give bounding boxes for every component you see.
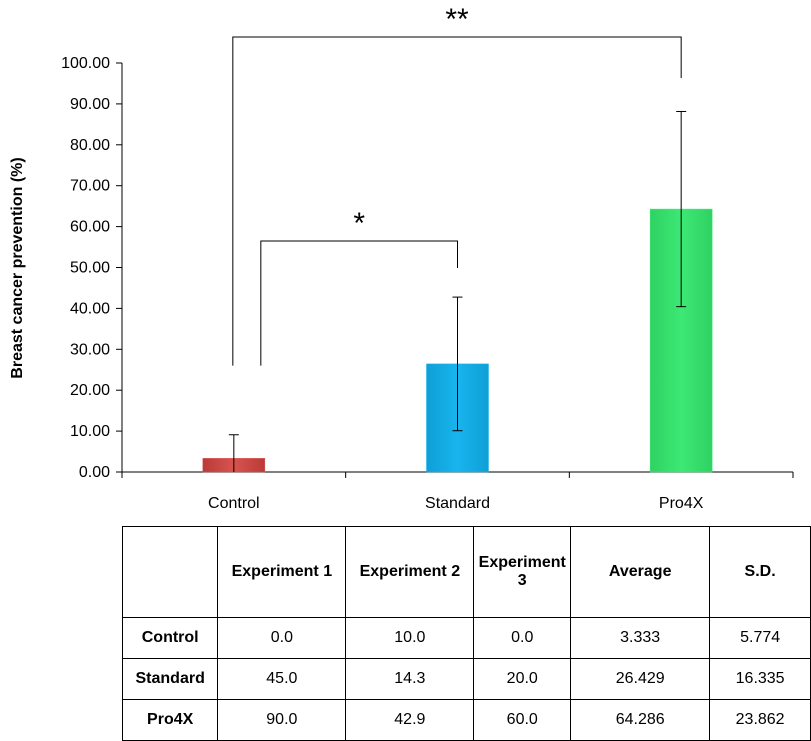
table-header: Average [570,526,711,618]
row-label: Control [121,617,219,659]
y-tick-label: 0.00 [79,464,110,481]
table-cell: 0.0 [473,617,572,659]
table-header: Experiment 2 [345,526,475,618]
y-tick-label: 90.00 [70,96,110,113]
y-tick-label: 50.00 [70,260,110,277]
table-cell: 64.286 [570,699,711,741]
significance-bracket [232,36,682,366]
significance-marker: * [353,207,365,240]
significance-marker: ** [445,3,469,36]
y-tick-label: 30.00 [70,341,110,358]
y-tick-label: 80.00 [70,137,110,154]
data-table: Experiment 1 Experiment 2 Experiment 3 A… [121,526,811,741]
table-cell: 14.3 [345,658,475,700]
y-tick-label: 100.00 [61,55,110,72]
table-header: Experiment 3 [473,526,572,618]
table-cell: 0.0 [217,617,347,659]
table-header: Experiment 1 [217,526,347,618]
y-tick-label: 40.00 [70,300,110,317]
x-tick-labels: Control Standard Pro4X [208,495,704,512]
y-tick-labels: 0.00 10.00 20.00 30.00 40.00 50.00 60.00 70.00 8… [61,55,110,481]
bar-chart: Breast cancer prevention (%) *** Control… [9,3,794,512]
bars-group [202,208,713,473]
table-row: Control 0.0 10.0 0.0 3.333 5.774 [121,617,811,659]
table-cell: 60.0 [473,699,572,741]
table-cell: 90.0 [217,699,347,741]
table-cell: 16.335 [709,658,811,700]
y-tick-label: 60.00 [70,219,110,236]
table-cell: 42.9 [345,699,475,741]
x-tick-label: Standard [425,495,490,512]
x-tick-label: Pro4X [659,495,704,512]
y-tick-label: 70.00 [70,178,110,195]
table-cell: 26.429 [570,658,711,700]
row-label: Standard [121,658,219,700]
table-cell: 3.333 [570,617,711,659]
table-row: Standard 45.0 14.3 20.0 26.429 16.335 [121,658,811,700]
table-header [121,526,219,618]
y-tick-label: 10.00 [70,423,110,440]
table-cell: 10.0 [345,617,475,659]
table-cell: 23.862 [709,699,811,741]
y-axis-label: Breast cancer prevention (%) [9,157,26,378]
error-bars-group [228,110,687,472]
row-label: Pro4X [121,699,219,741]
table-row: Pro4X 90.0 42.9 60.0 64.286 23.862 [121,699,811,741]
significance-brackets: *** [232,3,682,366]
y-tick-label: 20.00 [70,382,110,399]
table-header: S.D. [709,526,811,618]
significance-bracket [260,240,458,366]
table-cell: 20.0 [473,658,572,700]
table-header-row: Experiment 1 Experiment 2 Experiment 3 A… [121,526,811,618]
table-cell: 5.774 [709,617,811,659]
x-tick-label: Control [208,495,260,512]
table-cell: 45.0 [217,658,347,700]
